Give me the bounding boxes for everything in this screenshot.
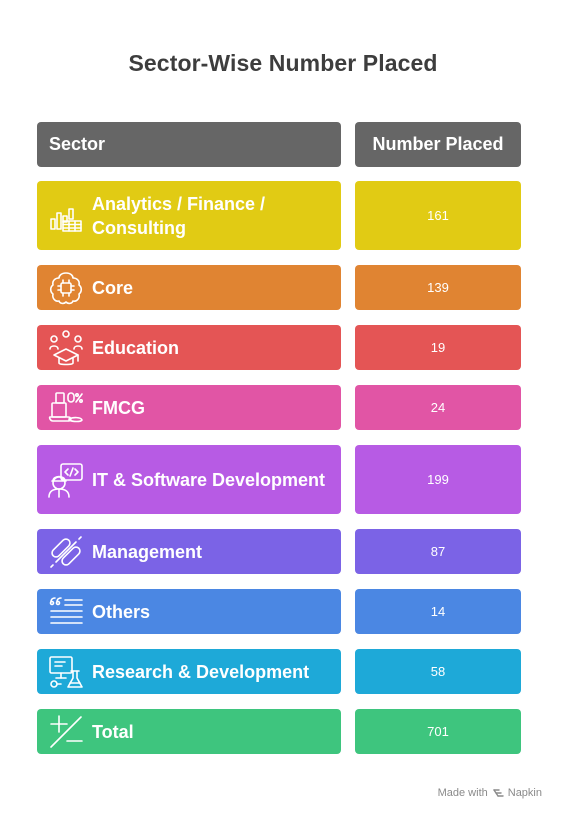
sector-cell: Research & Development (37, 649, 341, 694)
sector-cell: IT & Software Development (37, 445, 341, 514)
sector-cell: FMCG (37, 385, 341, 430)
page-title: Sector-Wise Number Placed (128, 50, 438, 76)
sector-label: Core (92, 277, 134, 298)
plus-minus-icon (47, 713, 85, 751)
table-row: Others 14 (37, 589, 521, 634)
graduation-cap-icon (47, 329, 85, 367)
table-row: IT & Software Development 199 (37, 445, 521, 514)
table-row: Education 19 (37, 325, 521, 370)
number-placed-cell: 161 (355, 181, 521, 250)
sector-cell: Others (37, 589, 341, 634)
analytics-chart-icon (47, 197, 85, 235)
sector-cell: Management (37, 529, 341, 574)
consumer-goods-icon (47, 389, 85, 427)
napkin-footer: Made with Napkin (438, 787, 542, 799)
developer-icon (47, 461, 85, 499)
table-header: Sector Number Placed (37, 122, 521, 167)
table-row: Management 87 (37, 529, 521, 574)
table-row: Analytics / Finance / Consulting 161 (37, 181, 521, 250)
sector-label: FMCG (92, 397, 145, 418)
number-placed-cell: 58 (355, 649, 521, 694)
sector-column-header: Sector (37, 122, 341, 167)
napkin-brand-text: Napkin (507, 787, 542, 799)
sector-cell: Core (37, 265, 341, 310)
sector-label: Management (92, 541, 203, 562)
sector-cell: Analytics / Finance / Consulting (37, 181, 341, 250)
table-row: Total 701 (37, 709, 521, 754)
sector-label: Total (92, 721, 134, 742)
sector-cell: Total (37, 709, 341, 754)
table-row: FMCG 24 (37, 385, 521, 430)
management-links-icon (47, 533, 85, 571)
number-placed-cell: 199 (355, 445, 521, 514)
made-with-text: Made with (437, 787, 488, 799)
number-placed-cell: 24 (355, 385, 521, 430)
number-placed-cell: 14 (355, 589, 521, 634)
sector-label: Others (92, 601, 151, 622)
sector-label: IT & Software Development (92, 469, 326, 490)
table-row: Research & Development 58 (37, 649, 521, 694)
research-lab-icon (47, 653, 85, 691)
sector-cell: Education (37, 325, 341, 370)
sector-label: Research & Development (92, 661, 310, 682)
sector-label: Education (92, 337, 180, 358)
number-placed-cell: 87 (355, 529, 521, 574)
number-placed-cell: 19 (355, 325, 521, 370)
brain-chip-icon (47, 269, 85, 307)
table-row: Core 139 (37, 265, 521, 310)
list-quote-icon (47, 593, 85, 631)
number-placed-cell: 139 (355, 265, 521, 310)
number-placed-cell: 701 (355, 709, 521, 754)
number-placed-column-header: Number Placed (355, 122, 521, 167)
napkin-logo-icon (492, 787, 504, 799)
sector-label: Analytics / Finance / Consulting (92, 193, 266, 238)
